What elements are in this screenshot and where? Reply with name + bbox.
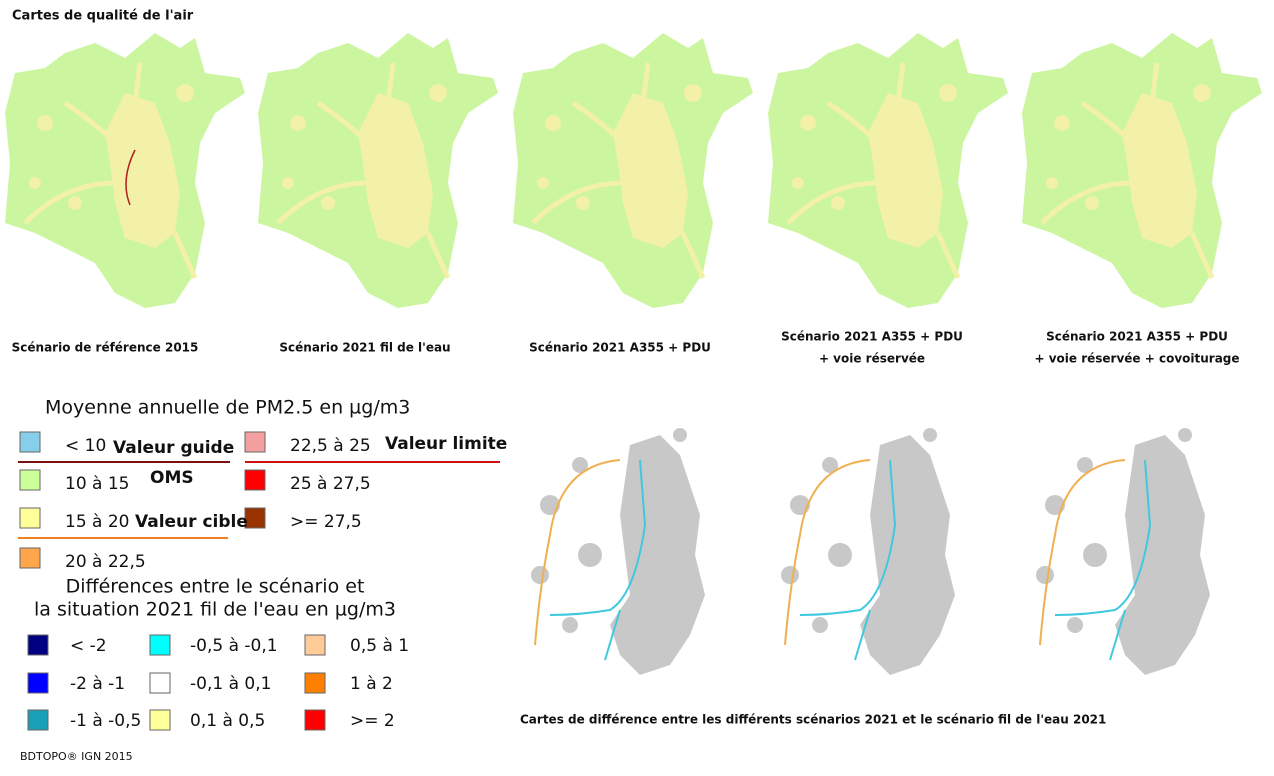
legend-swatch bbox=[244, 431, 266, 453]
legend-annotation: Valeur guide bbox=[113, 438, 234, 458]
map-caption: Scénario de référence 2015 bbox=[12, 341, 199, 355]
legend-label: -0,5 à -0,1 bbox=[190, 636, 278, 656]
legend-label: 15 à 20 bbox=[65, 512, 130, 532]
legend-swatch bbox=[149, 672, 171, 694]
diff-caption: Cartes de différence entre les différent… bbox=[520, 713, 1106, 727]
air-quality-map bbox=[1022, 33, 1262, 308]
legend-label: < -2 bbox=[70, 636, 107, 656]
air-quality-map bbox=[768, 33, 1008, 308]
legend-label: 0,5 à 1 bbox=[350, 636, 409, 656]
legend-swatch bbox=[27, 709, 49, 731]
difference-map bbox=[530, 427, 706, 676]
difference-map bbox=[780, 427, 956, 676]
legend-label: 1 à 2 bbox=[350, 674, 393, 694]
aq-maps bbox=[5, 33, 1262, 308]
title: Cartes de qualité de l'air bbox=[12, 9, 194, 24]
legend-swatch bbox=[304, 709, 326, 731]
legend-title: la situation 2021 fil de l'eau en µg/m3 bbox=[34, 599, 396, 621]
air-quality-map bbox=[258, 33, 498, 308]
legend-label: < 10 bbox=[65, 436, 106, 456]
legend-label: 20 à 22,5 bbox=[65, 552, 146, 572]
legend-swatch bbox=[27, 634, 49, 656]
diff-maps bbox=[530, 427, 1211, 676]
legend-label: -1 à -0,5 bbox=[70, 711, 141, 731]
legend-swatch bbox=[304, 672, 326, 694]
map-caption: Scénario 2021 fil de l'eau bbox=[279, 341, 450, 355]
legend-label: -0,1 à 0,1 bbox=[190, 674, 271, 694]
map-caption: + voie réservée + covoiturage bbox=[1034, 352, 1239, 366]
map-caption: + voie réservée bbox=[819, 352, 925, 366]
legend-label: -2 à -1 bbox=[70, 674, 125, 694]
legend-swatch bbox=[244, 469, 266, 491]
legend-swatch bbox=[244, 507, 266, 529]
legend-annotation: OMS bbox=[150, 468, 194, 488]
legend-label: 22,5 à 25 bbox=[290, 436, 371, 456]
legend-label: >= 2 bbox=[350, 711, 395, 731]
legend-swatch bbox=[19, 469, 41, 491]
legend-annotation: Valeur limite bbox=[385, 434, 507, 454]
legend-label: >= 27,5 bbox=[290, 512, 362, 532]
legend-swatch bbox=[19, 547, 41, 569]
legend-swatch bbox=[149, 709, 171, 731]
air-quality-map bbox=[5, 33, 245, 308]
map-caption: Scénario 2021 A355 + PDU bbox=[1046, 330, 1228, 344]
legend-label: 25 à 27,5 bbox=[290, 474, 371, 494]
map-caption: Scénario 2021 A355 + PDU bbox=[781, 330, 963, 344]
source: BDTOPO® IGN 2015 bbox=[20, 750, 133, 763]
legend-title: Moyenne annuelle de PM2.5 en µg/m3 bbox=[45, 397, 410, 419]
legend-label: 10 à 15 bbox=[65, 474, 130, 494]
map-caption: Scénario 2021 A355 + PDU bbox=[529, 341, 711, 355]
difference-map bbox=[1035, 427, 1211, 676]
legend-swatch bbox=[149, 634, 171, 656]
legend-annotation: Valeur cible bbox=[135, 512, 248, 532]
legend-title: Différences entre le scénario et bbox=[66, 576, 365, 598]
legend-swatch bbox=[27, 672, 49, 694]
legend-swatch bbox=[19, 507, 41, 529]
legend-label: 0,1 à 0,5 bbox=[190, 711, 265, 731]
legend-swatch bbox=[19, 431, 41, 453]
air-quality-map bbox=[513, 33, 753, 308]
legend-swatch bbox=[304, 634, 326, 656]
